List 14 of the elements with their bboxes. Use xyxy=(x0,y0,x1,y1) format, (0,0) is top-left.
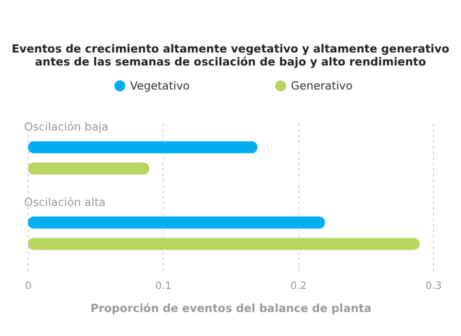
x-tick-label: 0 xyxy=(25,280,32,292)
y-tick-label: Oscilación alta xyxy=(24,196,106,209)
bar xyxy=(28,216,326,229)
y-tick-label: Oscilación baja xyxy=(24,120,108,134)
legend-label: Vegetativo xyxy=(130,80,190,93)
x-tick-label: 0.3 xyxy=(425,280,442,292)
x-axis-title: Proporción de eventos del balance de planta xyxy=(90,302,372,316)
x-tick-label: 0.1 xyxy=(155,280,172,292)
bar xyxy=(28,238,420,250)
bar xyxy=(28,162,150,175)
chart-title: Eventos de crecimiento altamente vegetativo y altamente generativo antes de las semanas de oscilación de bajo y alto rendimiento xyxy=(12,42,450,68)
bar xyxy=(28,141,258,154)
legend-label: Generativo xyxy=(290,80,353,93)
x-tick-label: 0.2 xyxy=(290,280,307,292)
